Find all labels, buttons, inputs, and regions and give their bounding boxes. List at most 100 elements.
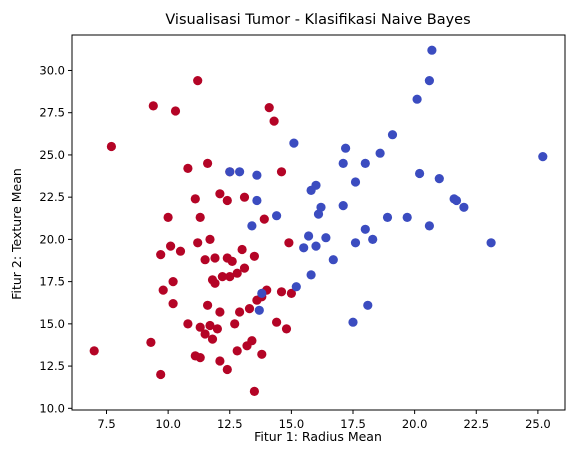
y-tick-label: 30.0 (39, 63, 65, 77)
scatter-point-s1-8 (289, 138, 299, 148)
scatter-point-s0-58 (259, 214, 269, 224)
plot-area-frame (71, 34, 566, 411)
scatter-point-s1-37 (424, 221, 434, 231)
scatter-point-s0-21 (195, 212, 205, 222)
scatter-point-s0-4 (156, 250, 166, 260)
scatter-point-s0-66 (284, 238, 294, 248)
scatter-point-s0-33 (215, 307, 225, 317)
scatter-point-s0-18 (193, 238, 203, 248)
scatter-point-s0-13 (183, 163, 193, 173)
x-tick-label: 20.0 (402, 417, 428, 431)
scatter-point-s1-18 (321, 233, 331, 243)
scatter-point-s0-45 (232, 268, 242, 278)
scatter-point-s1-5 (254, 305, 264, 315)
scatter-point-s0-12 (175, 246, 186, 256)
y-axis-title: Fitur 2: Texture Mean (9, 168, 24, 300)
scatter-point-s1-33 (402, 212, 412, 222)
y-tick-label: 20.0 (39, 232, 65, 246)
scatter-point-s0-53 (249, 386, 259, 396)
scatter-point-s1-2 (252, 170, 262, 180)
scatter-point-s0-30 (210, 278, 220, 288)
scatter-point-s1-43 (486, 238, 496, 248)
scatter-point-s1-11 (304, 231, 314, 241)
scatter-point-s0-67 (286, 288, 296, 298)
scatter-point-s0-43 (230, 319, 240, 329)
x-axis-title: Fitur 1: Radius Mean (254, 429, 382, 444)
scatter-point-s1-0 (225, 167, 235, 177)
scatter-point-s1-38 (427, 45, 437, 55)
x-tick-label: 12.5 (217, 417, 243, 431)
scatter-point-s0-54 (249, 251, 259, 261)
scatter-point-s0-17 (193, 76, 203, 86)
x-tick-label: 15.0 (279, 417, 305, 431)
scatter-point-s1-34 (412, 94, 422, 104)
scatter-point-s1-21 (338, 201, 348, 211)
scatter-point-s0-31 (210, 253, 220, 263)
scatter-point-s0-47 (237, 244, 247, 255)
scatter-point-s1-23 (350, 177, 361, 187)
scatter-point-s1-20 (338, 158, 348, 168)
scatter-point-s1-10 (299, 243, 309, 253)
scatter-point-s0-61 (269, 116, 279, 126)
x-tick-label: 10.0 (155, 417, 181, 431)
scatter-point-s0-3 (148, 101, 158, 111)
scatter-point-s0-46 (235, 307, 245, 317)
scatter-point-s0-23 (200, 329, 210, 339)
y-tick-label: 27.5 (39, 106, 65, 120)
scatter-point-s1-32 (387, 130, 398, 140)
scatter-point-s0-34 (215, 189, 225, 199)
scatter-point-s1-28 (363, 300, 373, 310)
scatter-point-s1-30 (375, 148, 385, 158)
scatter-point-s1-14 (311, 180, 321, 190)
scatter-point-s1-4 (247, 221, 257, 231)
scatter-point-s1-36 (424, 76, 434, 86)
scatter-point-s0-29 (207, 334, 218, 344)
scatter-point-s0-49 (239, 263, 250, 273)
scatter-point-s0-51 (244, 304, 255, 314)
scatter-point-s1-35 (415, 168, 425, 179)
scatter-point-s1-15 (311, 241, 321, 251)
scatter-point-s0-65 (281, 324, 292, 334)
scatter-point-s1-22 (341, 143, 351, 153)
scatter-point-s0-44 (232, 346, 242, 356)
scatter-point-s1-39 (434, 174, 444, 184)
y-tick-label: 15.0 (39, 317, 65, 331)
scatter-point-s0-20 (195, 322, 205, 332)
scatter-point-s0-52 (247, 336, 257, 346)
scatter-point-s1-24 (348, 317, 358, 327)
scatter-point-s1-17 (316, 202, 326, 212)
scatter-point-s0-9 (168, 277, 178, 287)
scatter-point-s1-31 (382, 212, 393, 222)
scatter-point-s0-15 (190, 194, 200, 204)
scatter-point-s0-6 (156, 369, 166, 380)
y-tick-label: 22.5 (39, 190, 65, 204)
scatter-point-s0-38 (222, 195, 232, 206)
scatter-point-s0-2 (146, 337, 156, 347)
scatter-point-s0-22 (200, 255, 210, 265)
scatter-point-s0-0 (89, 346, 99, 356)
y-tick-label: 12.5 (39, 359, 65, 373)
scatter-point-s1-25 (350, 238, 361, 248)
scatter-point-s1-44 (538, 152, 548, 162)
x-tick-label: 7.5 (97, 417, 115, 431)
scatter-point-s0-7 (163, 212, 173, 222)
y-tick-label: 17.5 (39, 275, 65, 289)
scatter-point-s0-36 (217, 272, 227, 282)
scatter-point-s0-39 (222, 364, 232, 375)
scatter-point-s0-11 (170, 106, 181, 116)
scatter-point-s1-29 (368, 234, 378, 244)
scatter-point-s0-57 (257, 349, 267, 359)
scatter-point-s0-64 (276, 287, 287, 297)
scatter-point-s0-19 (195, 353, 205, 363)
x-tick-label: 25.0 (525, 417, 551, 431)
scatter-point-s0-63 (276, 167, 287, 177)
scatter-point-s0-62 (272, 317, 282, 327)
scatter-point-s1-6 (257, 288, 267, 298)
scatter-point-s1-9 (291, 282, 301, 292)
scatter-point-s0-24 (203, 158, 213, 168)
scatter-point-s0-26 (205, 234, 215, 244)
x-tick-label: 17.5 (340, 417, 366, 431)
scatter-point-s0-8 (166, 241, 176, 251)
